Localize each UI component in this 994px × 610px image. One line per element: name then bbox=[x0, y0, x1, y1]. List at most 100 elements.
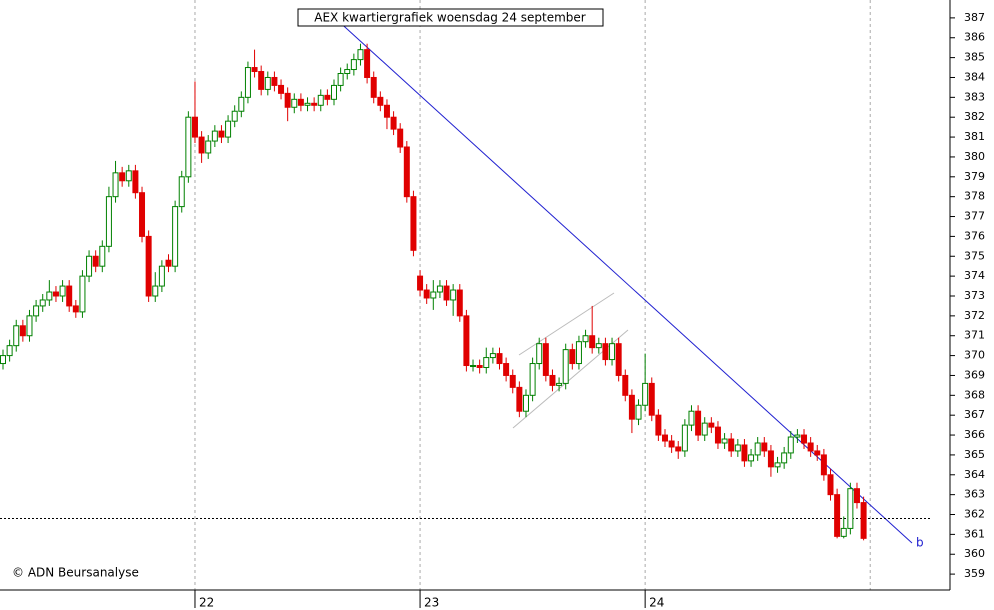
candle-body bbox=[575, 341, 582, 365]
candle-body bbox=[602, 343, 609, 361]
candle-body bbox=[688, 410, 695, 426]
candle-body bbox=[66, 285, 73, 307]
candle-body bbox=[589, 335, 596, 349]
candle-body bbox=[430, 291, 437, 299]
candle-body bbox=[695, 410, 702, 436]
candle-body bbox=[33, 305, 40, 317]
x-tick-label: 24 bbox=[649, 596, 664, 610]
y-tick-label: 378 bbox=[964, 190, 985, 203]
candle-body bbox=[79, 275, 86, 313]
candle-body bbox=[344, 69, 351, 75]
candle-body bbox=[172, 206, 179, 267]
candle-body bbox=[767, 450, 774, 468]
candle-body bbox=[834, 494, 841, 537]
candle-body bbox=[152, 285, 159, 297]
y-tick-label: 371 bbox=[964, 329, 985, 342]
candle-body bbox=[483, 357, 490, 369]
candle-body bbox=[536, 343, 543, 365]
y-tick-label: 369 bbox=[964, 368, 985, 381]
candle-body bbox=[264, 76, 271, 90]
y-tick-label: 385 bbox=[964, 51, 985, 64]
candle-body bbox=[807, 442, 814, 452]
candle-body bbox=[463, 315, 470, 367]
x-tick-label: 22 bbox=[199, 596, 214, 610]
candle-body bbox=[251, 67, 258, 73]
candle-body bbox=[165, 259, 172, 267]
candle-body bbox=[615, 343, 622, 376]
x-tick-label: 23 bbox=[424, 596, 439, 610]
candle-body bbox=[595, 343, 602, 349]
candle-body bbox=[489, 353, 496, 359]
candle-body bbox=[191, 116, 198, 138]
candle-body bbox=[754, 442, 761, 456]
candle-body bbox=[642, 382, 649, 406]
y-tick-label: 387 bbox=[964, 11, 985, 24]
title-box bbox=[297, 8, 604, 27]
candle-body bbox=[284, 92, 291, 108]
y-tick-label: 382 bbox=[964, 110, 985, 123]
candle-body bbox=[125, 170, 132, 182]
candle-body bbox=[238, 96, 245, 112]
candle-body bbox=[158, 265, 165, 287]
candle-body bbox=[26, 315, 33, 337]
candle-body bbox=[337, 73, 344, 86]
y-tick-label: 379 bbox=[964, 170, 985, 183]
candle-body bbox=[609, 343, 616, 361]
y-tick-label: 377 bbox=[964, 210, 985, 223]
y-tick-label: 381 bbox=[964, 130, 985, 143]
candle-body bbox=[317, 94, 324, 106]
y-tick-label: 361 bbox=[964, 527, 985, 540]
y-tick-label: 386 bbox=[964, 31, 985, 44]
candle-body bbox=[516, 386, 523, 412]
candle-body bbox=[662, 434, 668, 442]
candle-body bbox=[0, 355, 6, 365]
candle-body bbox=[397, 128, 404, 148]
candle-body bbox=[377, 96, 384, 106]
candle-body bbox=[436, 285, 443, 293]
candle-body bbox=[324, 94, 331, 100]
candle-body bbox=[178, 176, 185, 208]
candle-body bbox=[748, 454, 755, 462]
candle-body bbox=[668, 440, 675, 448]
candle-body bbox=[258, 71, 265, 90]
candle-body bbox=[476, 365, 483, 369]
candle-body bbox=[278, 84, 285, 94]
candle-body bbox=[648, 382, 655, 416]
y-tick-label: 383 bbox=[964, 90, 985, 103]
trend-line bbox=[334, 17, 913, 544]
candle-body bbox=[132, 170, 139, 194]
candle-body bbox=[145, 235, 152, 297]
candle-body bbox=[853, 488, 860, 504]
candle-body bbox=[52, 291, 59, 297]
y-tick-label: 370 bbox=[964, 349, 985, 362]
candle-body bbox=[503, 363, 510, 376]
candle-body bbox=[721, 438, 728, 444]
candle-body bbox=[19, 325, 26, 337]
candle-body bbox=[549, 374, 556, 386]
candle-body bbox=[119, 172, 126, 182]
candle-body bbox=[417, 275, 424, 291]
y-tick-label: 363 bbox=[964, 488, 985, 501]
candle-body bbox=[635, 404, 642, 420]
candle-body bbox=[112, 172, 119, 198]
candle-body bbox=[714, 426, 721, 444]
candle-body bbox=[681, 424, 688, 452]
y-tick-label: 374 bbox=[964, 269, 985, 282]
candle-body bbox=[304, 102, 311, 106]
candle-body bbox=[46, 291, 53, 301]
y-tick-label: 364 bbox=[964, 468, 985, 481]
candle-body bbox=[99, 245, 106, 267]
y-tick-label: 380 bbox=[964, 150, 985, 163]
candle-body bbox=[218, 130, 225, 138]
candle-body bbox=[556, 382, 563, 386]
candle-body bbox=[244, 67, 251, 98]
candle-body bbox=[774, 462, 781, 468]
candle-body bbox=[105, 196, 112, 247]
candle-body bbox=[840, 527, 847, 537]
candle-body bbox=[6, 345, 13, 357]
candle-body bbox=[787, 436, 794, 454]
y-tick-label: 372 bbox=[964, 309, 985, 322]
y-tick-label: 365 bbox=[964, 448, 985, 461]
